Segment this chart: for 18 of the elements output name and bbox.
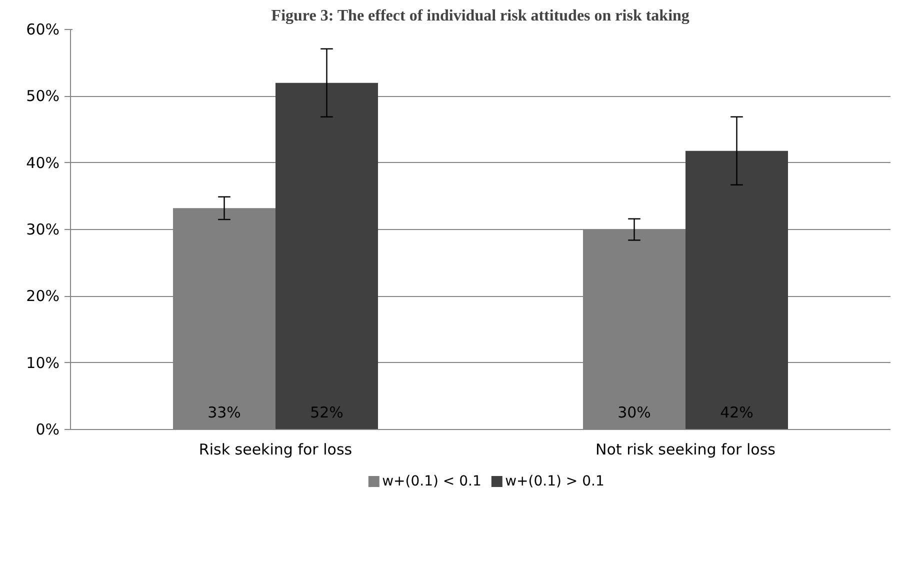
- y-tick-label: 10%: [26, 354, 60, 372]
- y-tick-label: 0%: [36, 420, 60, 438]
- chart-title: Figure 3: The effect of individual risk attitudes on risk taking: [271, 8, 690, 24]
- y-tick-label: 20%: [26, 287, 60, 306]
- y-tick-label: 40%: [26, 154, 60, 172]
- bar: [686, 150, 788, 430]
- x-tick-label: Risk seeking for loss: [198, 440, 352, 458]
- y-tick-label: 60%: [26, 20, 60, 38]
- y-tick-label: 50%: [26, 87, 60, 106]
- x-tick-label: Not risk seeking for loss: [596, 440, 776, 458]
- y-tick-label: 30%: [26, 220, 60, 238]
- data-label: 42%: [720, 404, 754, 422]
- legend-label: w+(0.1) < 0.1: [382, 474, 482, 490]
- data-label: 33%: [208, 404, 241, 422]
- bar: [276, 82, 378, 430]
- legend-label: w+(0.1) > 0.1: [505, 474, 604, 490]
- data-label: 30%: [618, 404, 651, 422]
- data-label: 52%: [310, 404, 344, 422]
